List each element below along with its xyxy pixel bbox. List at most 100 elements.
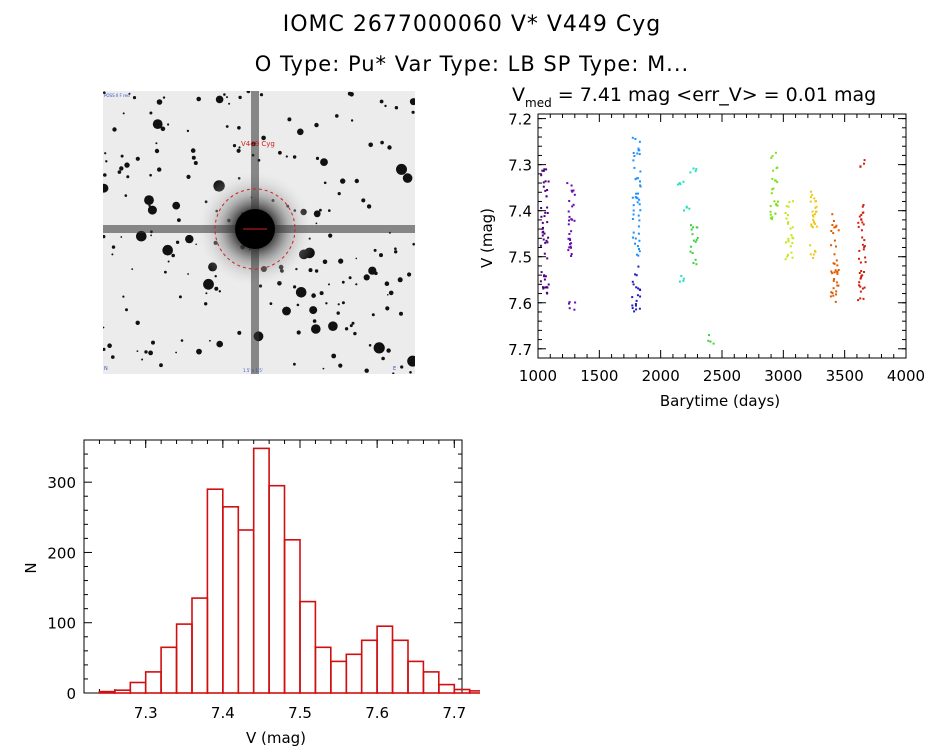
- lightcurve-point: [812, 253, 815, 256]
- histogram-ytick-label: 300: [47, 474, 76, 492]
- sky-image: V449 Cyg POSS II F red 1.5' x 1.5' N E: [103, 91, 415, 374]
- lightcurve-point: [545, 239, 548, 242]
- lightcurve-point: [634, 237, 637, 240]
- field-star: [348, 276, 352, 280]
- field-star: [368, 142, 374, 148]
- target-label: V449 Cyg: [241, 140, 275, 148]
- lightcurve-point: [542, 181, 545, 184]
- field-star: [103, 173, 107, 177]
- lightcurve-point: [860, 213, 863, 216]
- lightcurve-point: [570, 189, 573, 192]
- field-star: [379, 99, 384, 104]
- lightcurve-point: [567, 249, 570, 252]
- field-star: [148, 204, 151, 207]
- field-star: [111, 253, 114, 256]
- field-star: [178, 295, 182, 299]
- field-star: [111, 245, 116, 249]
- lightcurve-point: [836, 264, 839, 267]
- field-star: [392, 372, 395, 374]
- lightcurve-point: [769, 205, 772, 208]
- histogram-bar: [330, 660, 348, 694]
- lightcurve-point: [679, 183, 682, 186]
- lightcurve-point: [834, 226, 837, 229]
- lightcurve-point: [632, 209, 635, 212]
- lightcurve-point: [544, 286, 547, 289]
- lightcurve-xtick-label: 1000: [519, 367, 557, 385]
- field-star: [354, 178, 359, 184]
- field-star: [379, 253, 383, 258]
- histogram-bar: [283, 539, 301, 694]
- lightcurve-point: [771, 155, 774, 157]
- image-corner-label-br: E: [393, 366, 396, 372]
- lightcurve-ytick-label: 7.2: [508, 111, 532, 129]
- lightcurve-point: [639, 180, 641, 183]
- lightcurve-point: [570, 242, 573, 245]
- field-star: [340, 178, 346, 184]
- field-star: [167, 260, 170, 263]
- lightcurve-ytick-label: 7.7: [508, 341, 532, 359]
- lightcurve-point: [774, 151, 777, 154]
- lightcurve-point: [638, 198, 641, 201]
- lightcurve-point: [863, 246, 866, 249]
- lightcurve-point: [540, 215, 543, 218]
- lightcurve-point: [568, 200, 571, 202]
- lightcurve-point: [546, 189, 549, 191]
- field-star: [402, 173, 413, 183]
- field-star: [119, 166, 124, 171]
- lightcurve-point: [858, 249, 861, 252]
- lightcurve-point: [790, 251, 793, 254]
- lightcurve-point: [791, 256, 794, 259]
- field-star: [238, 146, 241, 149]
- lightcurve-point: [568, 215, 571, 218]
- field-star: [228, 102, 231, 105]
- lightcurve-point: [573, 193, 576, 196]
- lightcurve-point: [712, 342, 715, 345]
- field-star: [135, 156, 140, 161]
- lightcurve-point: [814, 222, 817, 225]
- field-star: [411, 110, 415, 114]
- histogram-bar: [360, 639, 378, 694]
- lightcurve-point: [639, 184, 642, 187]
- lightcurve-point: [570, 218, 573, 221]
- field-star: [407, 355, 415, 367]
- field-star: [216, 340, 223, 348]
- lightcurve-point: [775, 203, 778, 206]
- field-star: [175, 240, 180, 244]
- lightcurve-point: [694, 258, 697, 261]
- lightcurve-point: [632, 159, 635, 162]
- lightcurve-point: [638, 153, 641, 156]
- field-star: [407, 272, 412, 277]
- field-star: [397, 277, 403, 283]
- field-star: [120, 236, 123, 238]
- lightcurve-point: [637, 214, 640, 217]
- lightcurve-point: [632, 236, 634, 239]
- lightcurve-point: [836, 272, 839, 275]
- field-star: [151, 340, 155, 345]
- histogram-bar: [144, 671, 162, 694]
- field-star: [371, 313, 375, 317]
- lightcurve-point: [832, 279, 835, 282]
- lightcurve-point: [546, 286, 549, 289]
- field-star: [124, 162, 130, 168]
- field-star: [296, 330, 301, 335]
- field-star: [144, 195, 154, 205]
- field-star: [373, 342, 385, 354]
- lightcurve-point: [776, 204, 779, 207]
- field-star: [156, 99, 163, 105]
- lightcurve-point: [785, 241, 787, 244]
- lightcurve-point: [771, 177, 774, 180]
- lightcurve-point: [544, 211, 547, 214]
- lightcurve-point: [831, 272, 834, 275]
- lightcurve-point: [567, 210, 570, 213]
- lightcurve-point: [694, 240, 697, 243]
- lightcurve-xtick-label: 2500: [703, 367, 741, 385]
- lightcurve-point: [567, 223, 570, 226]
- field-star: [167, 123, 170, 126]
- field-star: [351, 321, 355, 325]
- field-star: [218, 290, 221, 293]
- lightcurve-xtick-label: 1500: [580, 367, 618, 385]
- field-star: [409, 371, 412, 374]
- field-star: [104, 152, 107, 155]
- image-corner-label-bl: N: [104, 366, 108, 372]
- field-star: [131, 268, 134, 270]
